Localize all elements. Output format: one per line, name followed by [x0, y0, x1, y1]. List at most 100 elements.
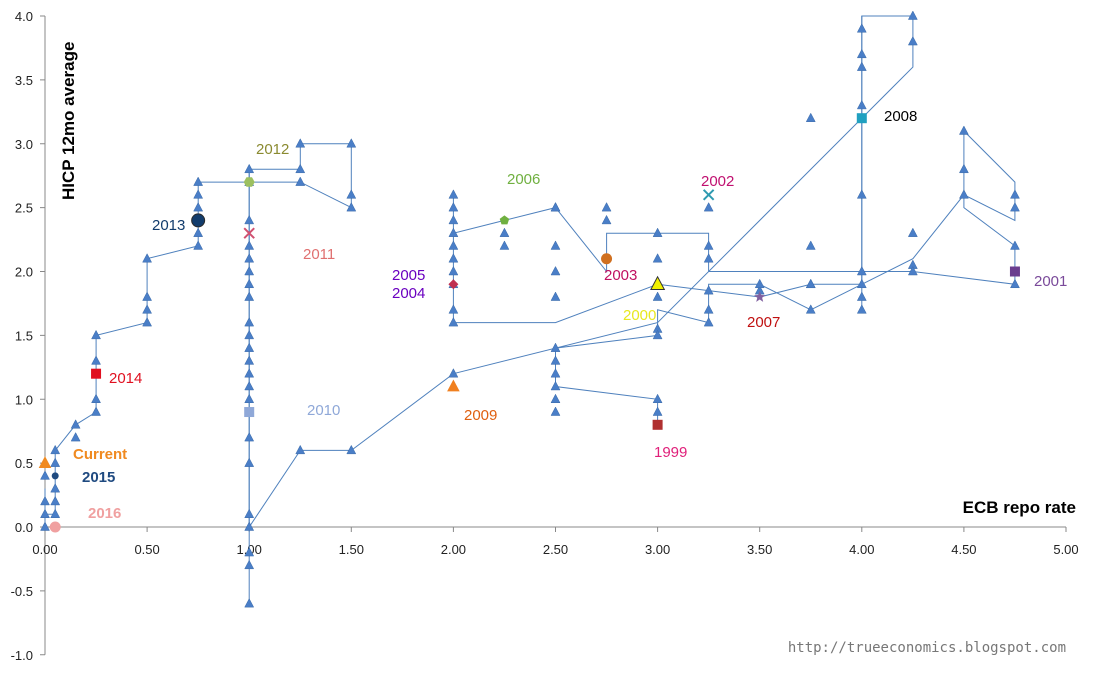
data-point [856, 291, 867, 301]
data-point [652, 406, 663, 416]
data-point [907, 265, 918, 276]
x-tick-label: 0.50 [134, 542, 159, 557]
data-point [91, 355, 101, 365]
data-point [499, 227, 510, 237]
data-point [244, 278, 255, 289]
data-point [652, 253, 663, 263]
data-point [142, 253, 153, 263]
data-point [856, 304, 867, 314]
data-point [907, 36, 918, 46]
highlight-2000 [650, 275, 666, 291]
year-label-2016: 2016 [88, 505, 121, 522]
data-point [295, 163, 306, 174]
x-tick-label: 3.00 [645, 542, 670, 557]
data-point [50, 483, 61, 493]
x-tick-label: 5.00 [1053, 542, 1078, 557]
year-label-2006: 2006 [507, 171, 540, 188]
data-point [142, 291, 153, 301]
data-point [550, 368, 561, 378]
data-point [50, 444, 61, 455]
credit-url: http://trueeconomics.blogspot.com [788, 640, 1066, 656]
year-label-2010: 2010 [307, 402, 340, 419]
x-tick-label: 2.00 [441, 542, 466, 557]
highlight-2007 [754, 291, 766, 302]
data-point [50, 457, 61, 467]
data-point [754, 278, 765, 289]
data-point [652, 393, 663, 403]
data-point [244, 457, 255, 467]
highlight-2001 [1009, 266, 1020, 277]
data-point [193, 176, 204, 186]
highlight-2002 [702, 189, 715, 201]
y-tick-label: 2.5 [15, 201, 33, 216]
highlight-2013 [191, 213, 206, 228]
highlight-2011 [243, 227, 255, 239]
data-point [703, 240, 714, 250]
y-tick-label: -0.5 [11, 584, 33, 599]
data-point [856, 61, 867, 71]
y-tick-label: 0.0 [15, 520, 33, 535]
year-label-2015: 2015 [82, 469, 115, 486]
data-point [244, 368, 255, 378]
highlight-2015 [51, 472, 59, 480]
data-point [550, 355, 561, 365]
highlight-2012 [243, 177, 255, 187]
data-point [448, 368, 459, 378]
data-point [193, 189, 204, 199]
data-point [244, 380, 255, 391]
year-label-1999: 1999 [654, 444, 687, 461]
x-tick-label: 3.50 [747, 542, 772, 557]
data-point [805, 304, 816, 314]
y-tick-label: 1.0 [15, 392, 33, 407]
highlight-2008 [856, 113, 867, 124]
data-point [703, 202, 714, 212]
data-point [601, 214, 612, 225]
data-point [244, 508, 255, 518]
year-label-2014: 2014 [109, 370, 142, 387]
data-point [550, 380, 561, 391]
data-point [40, 470, 50, 480]
data-point [40, 508, 50, 518]
highlight-2016 [49, 521, 61, 533]
data-point [244, 521, 255, 531]
year-label-2000: 2000 [623, 307, 656, 324]
y-tick-label: 3.0 [15, 137, 33, 152]
data-point [244, 355, 255, 365]
data-point [346, 202, 357, 212]
data-point [244, 265, 255, 276]
year-label-2007: 2007 [747, 314, 780, 331]
x-tick-label: 1.50 [339, 542, 364, 557]
data-point [50, 495, 61, 506]
data-point [448, 240, 459, 250]
data-point [805, 240, 816, 250]
y-tick-label: 0.5 [15, 456, 33, 471]
y-tick-label: -1.0 [11, 648, 33, 663]
data-point [550, 202, 561, 212]
data-point [50, 508, 61, 518]
year-label-2002: 2002 [701, 173, 734, 190]
data-point [856, 278, 867, 289]
data-point [448, 202, 459, 212]
y-tick-label: 3.5 [15, 73, 33, 88]
x-stroke [702, 189, 715, 201]
data-point [958, 189, 969, 199]
data-point [193, 202, 204, 212]
data-point [703, 317, 714, 327]
data-point [958, 163, 969, 174]
x-stroke [243, 227, 255, 239]
data-point [244, 547, 255, 557]
highlight-2003 [601, 253, 613, 265]
data-point [244, 559, 255, 570]
data-point [601, 202, 612, 212]
year-label-2012: 2012 [256, 141, 289, 158]
data-point [703, 285, 714, 295]
trajectory-path [44, 15, 1016, 604]
y-axis-title: HICP 12mo average [59, 42, 78, 200]
year-label-current: Current [73, 446, 127, 463]
highlight-2004 [448, 279, 459, 290]
data-point [1010, 189, 1020, 199]
axes: 0.000.501.001.502.002.503.003.504.004.50… [11, 9, 1079, 663]
data-point [91, 393, 101, 403]
